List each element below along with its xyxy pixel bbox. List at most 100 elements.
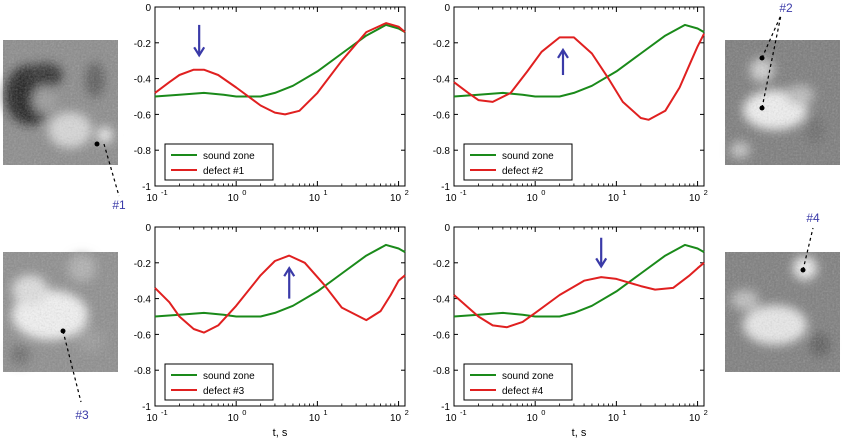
x-axis-label: t, s xyxy=(273,427,288,439)
thumbnail-defect-3 xyxy=(3,252,118,372)
y-tick-label: -0.6 xyxy=(433,110,451,121)
x-tick-label: 10 xyxy=(445,193,457,204)
x-tick-label: 10 xyxy=(608,413,620,424)
x-tick-label: 10 xyxy=(146,413,158,424)
x-tick-exponent: 2 xyxy=(704,408,708,417)
legend-label: sound zone xyxy=(203,151,255,162)
y-tick-label: -0.2 xyxy=(433,259,451,270)
x-tick-label: 10 xyxy=(689,413,701,424)
x-tick-exponent: 2 xyxy=(405,408,409,417)
y-tick-label: -0.6 xyxy=(134,330,152,341)
x-tick-exponent: -1 xyxy=(161,408,168,417)
leader-line-2b xyxy=(761,14,782,109)
y-tick-label: -0.2 xyxy=(134,39,152,50)
legend-label: defect #3 xyxy=(203,386,245,397)
x-tick-exponent: 1 xyxy=(323,408,327,417)
leader-line-3 xyxy=(62,330,82,403)
legend-label: sound zone xyxy=(502,151,554,162)
x-tick-label: 10 xyxy=(445,413,457,424)
x-tick-label: 10 xyxy=(390,413,402,424)
x-tick-exponent: 1 xyxy=(622,188,626,197)
series-line-defect-4 xyxy=(453,262,705,329)
x-tick-exponent: -1 xyxy=(161,188,168,197)
y-tick-label: 0 xyxy=(145,3,151,14)
x-tick-label: 10 xyxy=(228,193,240,204)
x-tick-exponent: 0 xyxy=(541,408,545,417)
series-line-sound-zone xyxy=(154,243,406,318)
legend-label: defect #4 xyxy=(502,386,544,397)
x-tick-label: 10 xyxy=(689,193,701,204)
arrow-head xyxy=(595,257,608,269)
arrow-head xyxy=(557,47,569,59)
y-tick-label: -0.4 xyxy=(134,295,152,306)
thumbnail-label-2: #2 xyxy=(779,1,793,15)
y-tick-label: 0 xyxy=(444,223,450,234)
legend-label: defect #1 xyxy=(203,166,245,177)
legend-label: defect #2 xyxy=(502,166,544,177)
y-tick-label: -0.2 xyxy=(134,259,152,270)
series-line-defect-3 xyxy=(154,254,406,334)
legend-box xyxy=(164,363,274,401)
arrow-head xyxy=(283,266,296,277)
y-tick-label: -0.8 xyxy=(433,366,451,377)
y-tick-label: -1 xyxy=(142,402,151,413)
y-tick-label: -0.4 xyxy=(134,75,152,86)
leader-line-4 xyxy=(802,227,814,271)
series-line-sound-zone xyxy=(154,23,406,98)
x-tick-label: 10 xyxy=(309,193,321,204)
legend-box xyxy=(463,143,573,181)
x-axis-label: t, s xyxy=(572,427,587,439)
y-tick-label: -0.6 xyxy=(433,330,451,341)
y-tick-label: -0.2 xyxy=(433,39,451,50)
x-tick-exponent: 0 xyxy=(242,408,246,417)
y-tick-label: 0 xyxy=(145,223,151,234)
series-line-sound-zone xyxy=(453,243,705,318)
y-tick-label: -0.4 xyxy=(433,75,451,86)
thumbnail-label-4: #4 xyxy=(806,211,820,225)
x-tick-label: 10 xyxy=(390,193,402,204)
y-tick-label: -0.8 xyxy=(134,366,152,377)
x-tick-exponent: -1 xyxy=(460,408,467,417)
thumbnail-label-1: #1 xyxy=(112,198,126,212)
x-tick-exponent: -1 xyxy=(460,188,467,197)
series-line-defect-1 xyxy=(154,22,406,116)
x-tick-exponent: 2 xyxy=(704,188,708,197)
series-line-sound-zone xyxy=(453,23,705,98)
x-tick-label: 10 xyxy=(146,193,158,204)
legend-label: sound zone xyxy=(203,371,255,382)
y-tick-label: -0.8 xyxy=(134,146,152,157)
y-tick-label: -0.8 xyxy=(433,146,451,157)
legend-box xyxy=(164,143,274,181)
x-tick-exponent: 2 xyxy=(405,188,409,197)
x-tick-label: 10 xyxy=(608,193,620,204)
x-tick-exponent: 1 xyxy=(323,188,327,197)
x-tick-label: 10 xyxy=(527,193,539,204)
y-tick-label: -1 xyxy=(441,182,450,193)
thumbnail-defect-4 xyxy=(725,252,840,372)
thumbnail-defect-2 xyxy=(725,40,840,165)
series-line-defect-2 xyxy=(453,33,705,121)
legend-label: sound zone xyxy=(502,371,554,382)
x-tick-exponent: 0 xyxy=(242,188,246,197)
y-tick-label: -1 xyxy=(441,402,450,413)
y-tick-label: 0 xyxy=(444,3,450,14)
y-tick-label: -0.6 xyxy=(134,110,152,121)
leader-line-2a xyxy=(761,14,782,59)
x-tick-exponent: 0 xyxy=(541,188,545,197)
legend-box xyxy=(463,363,573,401)
y-tick-label: -0.4 xyxy=(433,295,451,306)
x-tick-label: 10 xyxy=(228,413,240,424)
thumbnail-defect-1 xyxy=(3,40,118,165)
thumbnail-marker xyxy=(94,141,100,147)
x-tick-label: 10 xyxy=(527,413,539,424)
y-tick-label: -1 xyxy=(142,182,151,193)
thumbnail-label-3: #3 xyxy=(75,408,89,422)
arrow-head xyxy=(193,46,206,58)
x-tick-exponent: 1 xyxy=(622,408,626,417)
